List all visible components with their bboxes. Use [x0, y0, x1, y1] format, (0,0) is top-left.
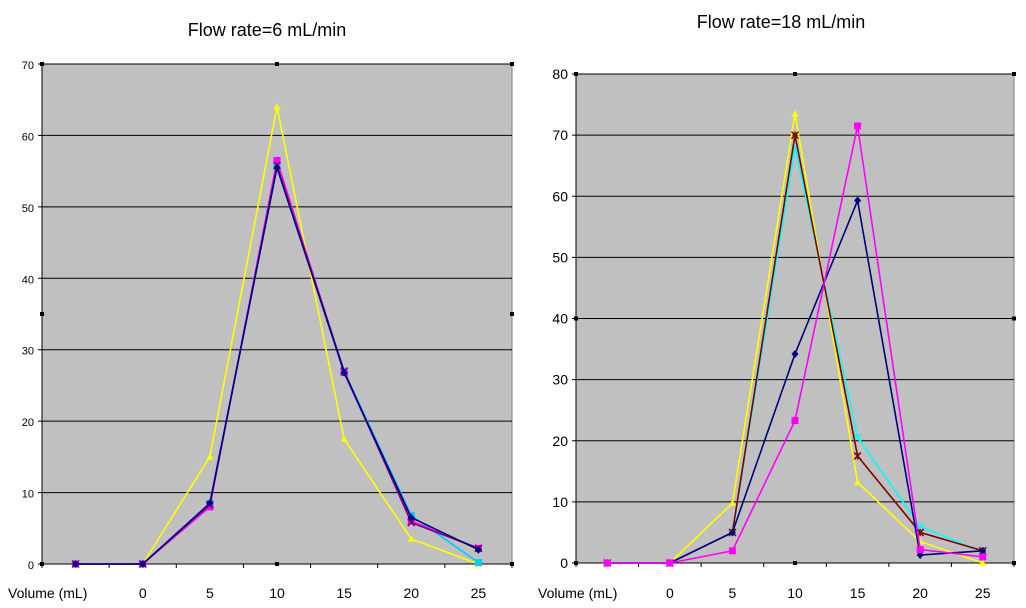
- series-5: [603, 122, 987, 567]
- data-point: [791, 110, 799, 117]
- data-point: [916, 551, 924, 560]
- selection-handle: [1012, 316, 1016, 321]
- y-tick-label: 60: [22, 131, 34, 143]
- data-point: [728, 547, 736, 555]
- data-point: [340, 368, 348, 377]
- data-point: [273, 103, 281, 110]
- data-point: [407, 513, 415, 522]
- x-tick-label: 15: [336, 585, 352, 601]
- data-point: [854, 478, 862, 486]
- x-tick-label: 25: [471, 585, 487, 601]
- data-point: [791, 349, 799, 358]
- data-point: [854, 122, 862, 130]
- data-point: [139, 560, 147, 568]
- data-point: [206, 499, 214, 508]
- y-tick-label: 0: [560, 555, 568, 571]
- data-point: [407, 535, 415, 542]
- data-point: [728, 499, 736, 506]
- data-point: [206, 453, 214, 460]
- data-point: [979, 546, 987, 555]
- data-point: [273, 163, 281, 172]
- y-tick-label: 20: [552, 433, 568, 449]
- series-5: [72, 163, 482, 568]
- x-tick-label: 0: [139, 585, 147, 601]
- y-tick-label: 70: [552, 127, 568, 143]
- y-tick-label: 0: [28, 560, 34, 572]
- data-point: [474, 559, 482, 567]
- x-tick-label: 5: [729, 585, 737, 601]
- x-tick-label: 10: [269, 585, 285, 601]
- line-chart-18ml: 0 10 20 30 40 50 60 70 80 Volume (mL) 0 5 10 15 20 25: [538, 66, 1016, 601]
- y-tick-label: 10: [22, 489, 34, 501]
- y-tick-label: 60: [552, 188, 568, 204]
- data-point: [790, 131, 800, 140]
- selection-handle: [510, 312, 514, 316]
- line-chart-6ml: 0 10 20 30 40 50 60 70 Volume (mL) 0 5 10 15 20 25: [8, 60, 514, 601]
- x-tick-label: 15: [850, 585, 866, 601]
- selection-handle: [574, 72, 578, 76]
- selection-handle: [574, 561, 578, 565]
- chart-panel-6ml: Flow rate=6 mL/min 0 10 20 30 40 50 60 70 Volume…: [8, 8, 526, 608]
- selection-handle: [40, 312, 44, 316]
- x-tick-label: 0: [666, 585, 674, 601]
- y-tick-label: 40: [22, 274, 34, 286]
- y-tick-label: 20: [22, 417, 34, 429]
- x-axis-title: Volume (mL): [8, 585, 87, 601]
- y-tick-label: 30: [22, 346, 34, 358]
- y-tick-label: 50: [22, 203, 34, 215]
- selection-handle: [510, 62, 514, 66]
- x-tick-label: 20: [403, 585, 419, 601]
- selection-handle: [40, 562, 44, 566]
- data-point: [340, 435, 348, 442]
- selection-handle: [275, 62, 279, 66]
- selection-handle: [1012, 72, 1016, 76]
- y-tick-label: 50: [552, 249, 568, 265]
- x-tick-label: 10: [787, 585, 803, 601]
- x-tick-label: 20: [912, 585, 928, 601]
- selection-handle: [574, 316, 578, 321]
- selection-handle: [275, 562, 279, 566]
- data-point: [273, 156, 281, 164]
- y-tick-label: 80: [552, 66, 568, 82]
- plot-area: [41, 63, 513, 565]
- data-point: [603, 559, 611, 567]
- data-point: [916, 546, 924, 554]
- data-point: [979, 553, 987, 561]
- data-point: [666, 559, 674, 567]
- selection-handle: [793, 72, 797, 76]
- y-tick-label: 10: [552, 494, 568, 510]
- chart-title: Flow rate=18 mL/min: [696, 12, 866, 32]
- selection-handle: [40, 62, 44, 66]
- y-tick-label: 30: [552, 372, 568, 388]
- data-point: [979, 559, 987, 566]
- x-tick-label: 25: [975, 585, 991, 601]
- selection-handle: [510, 562, 514, 566]
- selection-handle: [793, 561, 797, 565]
- y-tick-label: 40: [552, 311, 568, 327]
- data-point: [728, 528, 736, 537]
- chart-panel-18ml: Flow rate=18 mL/min 0 10 20 30 40 50 60 70 80 Vol…: [536, 2, 1026, 608]
- data-point: [853, 452, 862, 461]
- y-tick-label: 70: [22, 60, 34, 72]
- data-point: [854, 196, 862, 205]
- data-point: [474, 545, 482, 554]
- data-point: [72, 560, 80, 568]
- x-axis-title: Volume (mL): [538, 585, 617, 601]
- data-point: [791, 417, 799, 425]
- x-tick-label: 5: [206, 585, 214, 601]
- data-point: [407, 518, 416, 527]
- chart-title: Flow rate=6 mL/min: [187, 20, 347, 40]
- selection-handle: [1012, 561, 1016, 565]
